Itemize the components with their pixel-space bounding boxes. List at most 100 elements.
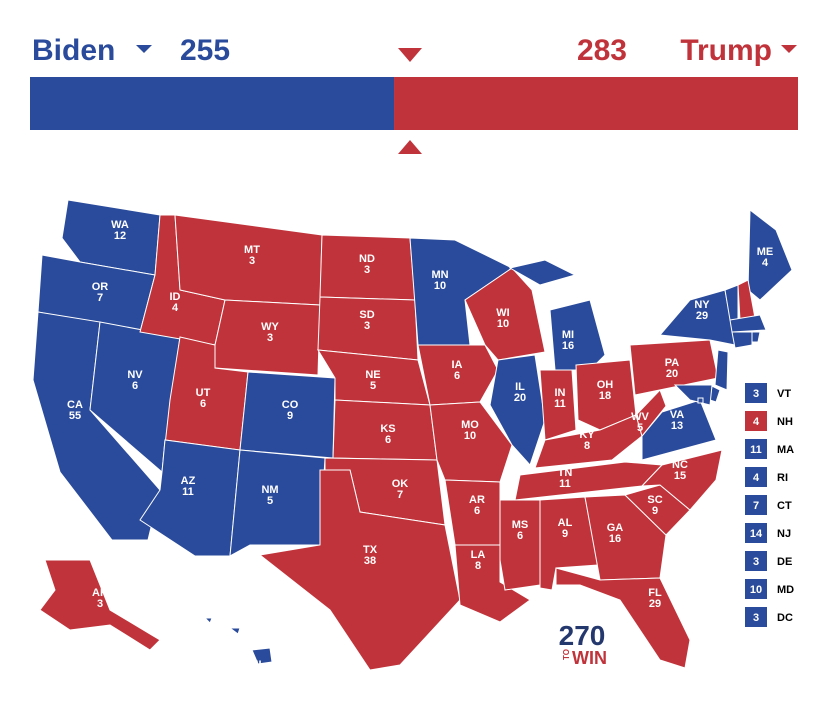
state-abbr: CO: [282, 399, 299, 411]
state-votes: 10: [434, 280, 446, 292]
state-votes: 7: [753, 500, 759, 512]
state-votes: 3: [753, 388, 759, 400]
state-votes: 55: [69, 410, 81, 422]
state-votes: 3: [753, 612, 759, 624]
state-votes: 13: [671, 420, 683, 432]
state-votes: 3: [97, 598, 103, 610]
state-abbr: MO: [461, 419, 479, 431]
state-abbr: MA: [777, 444, 794, 456]
state-abbr: HI: [251, 659, 262, 671]
state-abbr: OH: [597, 379, 614, 391]
state-abbr: TX: [363, 544, 378, 556]
state-abbr: SC: [647, 494, 662, 506]
state-abbr: GA: [607, 522, 624, 534]
state: [635, 389, 667, 438]
state-votes: 4: [753, 472, 760, 484]
state-votes: 8: [584, 440, 590, 452]
midpoint-marker: [398, 48, 422, 62]
state-abbr: CA: [67, 399, 83, 411]
state-abbr: IN: [555, 387, 566, 399]
state-votes: 10: [750, 584, 762, 596]
state: [729, 314, 767, 333]
state-abbr: IA: [452, 359, 463, 371]
state-votes: 9: [652, 505, 658, 517]
state-abbr: MS: [512, 519, 529, 531]
state: [641, 399, 717, 461]
state-abbr: UT: [196, 387, 211, 399]
candidate-votes: 283: [577, 34, 627, 67]
state-votes: 20: [666, 368, 678, 380]
state-votes: 5: [370, 380, 376, 392]
state: [444, 479, 501, 546]
state-abbr: NV: [127, 369, 143, 381]
state-abbr: AZ: [181, 475, 196, 487]
state-votes: 6: [454, 370, 460, 382]
state-abbr: MI: [562, 329, 574, 341]
candidate-name[interactable]: Biden: [32, 34, 115, 67]
state-votes: 4: [172, 302, 179, 314]
logo-number: 270: [559, 620, 606, 651]
state-votes: 15: [674, 470, 686, 482]
state-votes: 3: [267, 332, 273, 344]
state-abbr: WI: [496, 307, 509, 319]
state-votes: 3: [364, 264, 370, 276]
state: [258, 469, 461, 671]
state: [731, 331, 753, 349]
state-abbr: NE: [365, 369, 380, 381]
state: [697, 397, 704, 404]
state: [539, 369, 577, 441]
dropdown-arrow[interactable]: [136, 45, 152, 53]
state-abbr: NM: [261, 484, 278, 496]
state-votes: 5: [267, 495, 273, 507]
state-votes: 4: [762, 257, 769, 269]
state-votes: 6: [200, 398, 206, 410]
state-votes: 11: [559, 478, 571, 490]
logo-win: WIN: [572, 648, 607, 668]
state-votes: 11: [750, 444, 762, 456]
dropdown-arrow[interactable]: [781, 45, 797, 53]
state-abbr: MD: [777, 584, 794, 596]
state-votes: 9: [287, 410, 293, 422]
state-abbr: KS: [380, 423, 395, 435]
state-abbr: NC: [672, 459, 688, 471]
state-abbr: NY: [694, 299, 710, 311]
state-abbr: KY: [579, 429, 595, 441]
state-votes: 12: [114, 230, 126, 242]
state-abbr: DC: [777, 612, 793, 624]
state-abbr: AK: [92, 587, 108, 599]
state-abbr: OR: [92, 281, 109, 293]
state-abbr: OK: [392, 478, 409, 490]
vote-bar: [30, 77, 395, 130]
state-votes: 3: [753, 556, 759, 568]
state-abbr: WA: [111, 219, 129, 231]
state-box: [745, 579, 767, 599]
state-votes: 29: [649, 598, 661, 610]
state-abbr: VT: [777, 388, 791, 400]
midpoint-marker: [398, 140, 422, 154]
state-abbr: CT: [777, 500, 792, 512]
candidate-name[interactable]: Trump: [680, 34, 772, 67]
state-abbr: LA: [471, 549, 486, 561]
logo-to: TO: [562, 649, 571, 660]
state-votes: 16: [609, 533, 621, 545]
state-abbr: ME: [757, 246, 774, 258]
state-votes: 14: [750, 528, 763, 540]
state-abbr: PA: [665, 357, 680, 369]
state: [555, 567, 691, 669]
state: [39, 559, 161, 651]
state-box: [745, 467, 767, 487]
state-votes: 18: [599, 390, 611, 402]
state-box: [745, 607, 767, 627]
state-votes: 10: [464, 430, 476, 442]
state-abbr: WY: [261, 321, 279, 333]
state-box: [745, 523, 767, 543]
vote-bar: [394, 77, 798, 130]
state-votes: 5: [637, 422, 643, 434]
state: [229, 449, 326, 557]
state-abbr: DE: [777, 556, 792, 568]
state-box: [745, 411, 767, 431]
state: [549, 299, 606, 371]
state-votes: 3: [364, 320, 370, 332]
state-votes: 6: [385, 434, 391, 446]
state-votes: 10: [497, 318, 509, 330]
